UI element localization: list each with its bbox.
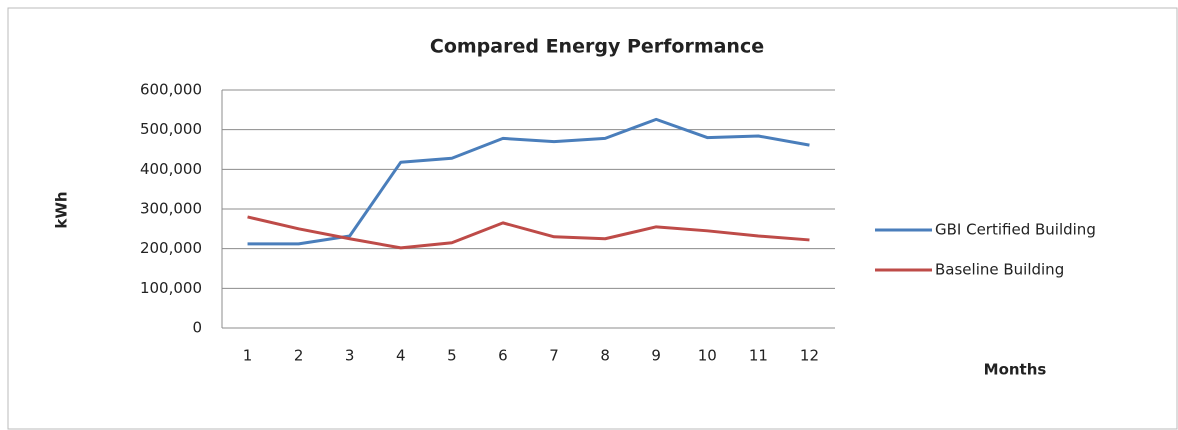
x-tick-label: 1 xyxy=(243,347,253,365)
x-tick-label: 5 xyxy=(447,347,457,365)
x-tick-label: 7 xyxy=(549,347,559,365)
y-tick-label: 0 xyxy=(192,319,202,337)
y-tick-label: 100,000 xyxy=(140,279,202,297)
x-tick-label: 4 xyxy=(396,347,406,365)
legend-label: GBI Certified Building xyxy=(935,221,1096,239)
x-tick-label: 6 xyxy=(498,347,508,365)
x-tick-label: 3 xyxy=(345,347,355,365)
x-axis-title: Months xyxy=(984,361,1047,379)
x-tick-label: 10 xyxy=(698,347,717,365)
x-tick-label: 2 xyxy=(294,347,304,365)
chart-title: Compared Energy Performance xyxy=(430,36,764,58)
y-tick-label: 500,000 xyxy=(140,120,202,138)
series-line xyxy=(247,215,810,250)
y-tick-label: 200,000 xyxy=(140,239,202,257)
y-tick-label: 400,000 xyxy=(140,160,202,178)
x-tick-label: 12 xyxy=(800,347,819,365)
x-tick-label: 8 xyxy=(600,347,610,365)
y-axis-title: kWh xyxy=(53,191,71,228)
x-tick-label: 11 xyxy=(749,347,768,365)
y-tick-label: 300,000 xyxy=(140,200,202,218)
y-tick-label: 600,000 xyxy=(140,81,202,99)
legend-label: Baseline Building xyxy=(935,261,1064,279)
x-tick-label: 9 xyxy=(651,347,661,365)
chart-frame xyxy=(7,7,1178,430)
